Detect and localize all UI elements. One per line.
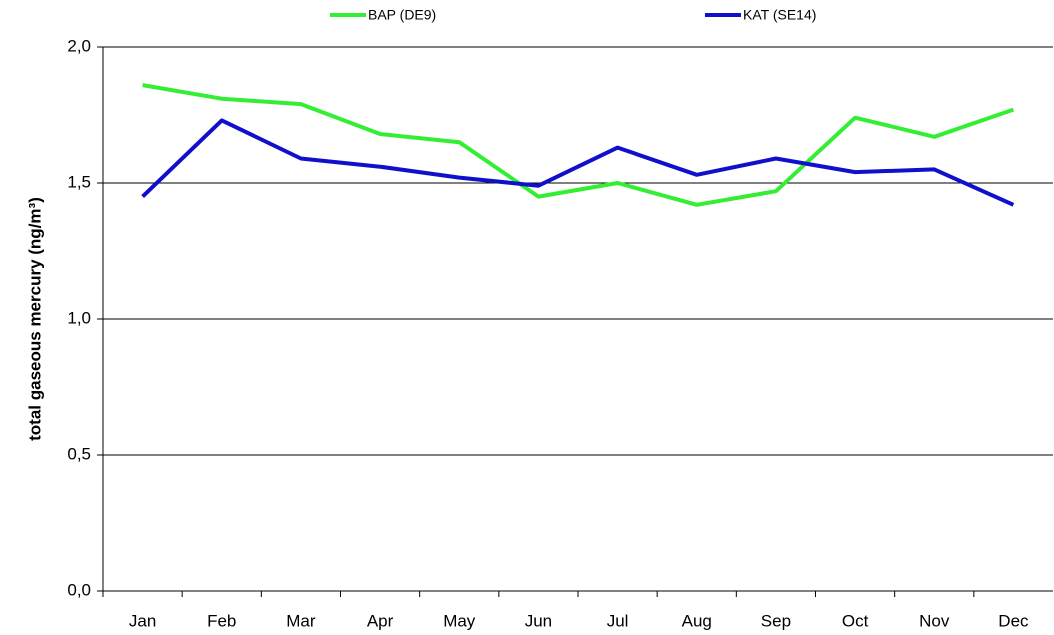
y-axis-label: total gaseous mercury (ng/m³) xyxy=(25,197,44,441)
y-tick-label: 1,0 xyxy=(67,308,91,327)
legend-label: BAP (DE9) xyxy=(368,7,436,23)
x-tick-label: Oct xyxy=(842,611,869,630)
y-tick-label: 2,0 xyxy=(67,36,91,55)
x-tick-label: Feb xyxy=(207,611,236,630)
x-tick-label: Sep xyxy=(761,611,791,630)
series-line xyxy=(142,83,1015,207)
x-tick-label: Mar xyxy=(286,611,316,630)
x-tick-label: May xyxy=(443,611,476,630)
x-tick-label: Apr xyxy=(367,611,394,630)
x-tick-label: Aug xyxy=(682,611,712,630)
x-tick-label: Dec xyxy=(998,611,1029,630)
x-tick-label: Jul xyxy=(607,611,629,630)
y-tick-label: 0,0 xyxy=(67,580,91,599)
legend-label: KAT (SE14) xyxy=(743,7,816,23)
y-tick-label: 1,5 xyxy=(67,172,91,191)
x-tick-label: Jan xyxy=(129,611,156,630)
x-tick-label: Jun xyxy=(525,611,552,630)
y-tick-label: 0,5 xyxy=(67,444,91,463)
x-tick-label: Nov xyxy=(919,611,950,630)
series-line xyxy=(141,118,1015,207)
